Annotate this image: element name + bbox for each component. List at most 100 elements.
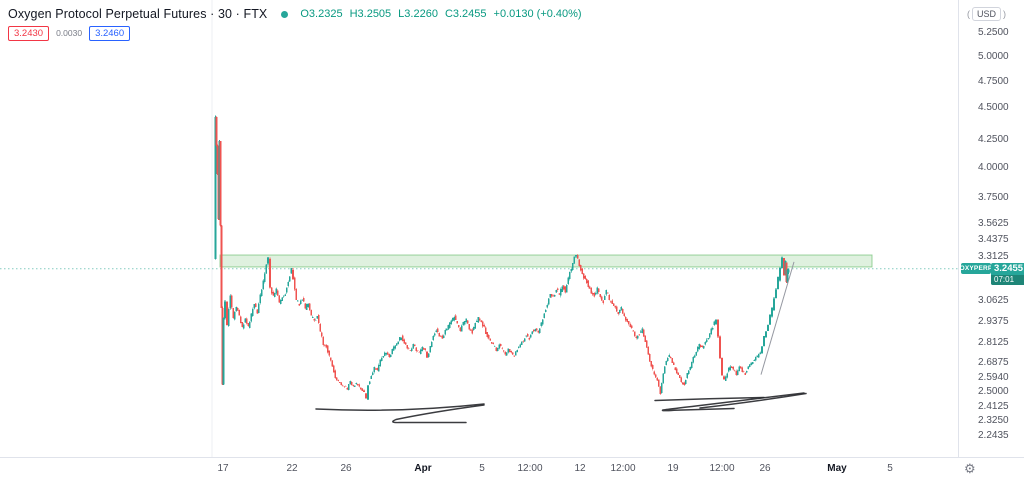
candle-body	[469, 329, 472, 331]
candle-body	[505, 352, 508, 356]
candle-body	[605, 289, 608, 295]
candle-body	[717, 319, 719, 337]
symbol-title[interactable]: Oxygen Protocol Perpetual Futures · 30 ·…	[8, 7, 268, 21]
candle-body	[567, 277, 570, 284]
chart-canvas[interactable]	[0, 0, 958, 457]
candle-body	[621, 308, 624, 314]
candle-body	[302, 297, 305, 302]
candle-body	[253, 303, 256, 309]
candle-body	[786, 270, 789, 282]
candle-body	[550, 294, 553, 297]
candle-body	[522, 340, 525, 342]
candle-body	[259, 294, 262, 304]
candle-body	[293, 277, 296, 290]
candle-body	[422, 347, 425, 350]
candle-body	[436, 328, 439, 333]
sell-price-button[interactable]: 3.2430	[8, 25, 50, 41]
candle-body	[618, 309, 621, 314]
price-axis[interactable]: ( USD ) 5.2500 5.0000 4.7500 4.5000 4.2500 4.…	[958, 0, 1024, 457]
candle-body	[275, 288, 278, 294]
candle-body	[410, 348, 413, 352]
candle-body	[386, 352, 389, 355]
candle-body	[323, 344, 326, 346]
candle-body	[331, 360, 334, 367]
candle-body	[398, 336, 401, 341]
candle-body	[218, 141, 221, 219]
candle-body	[662, 373, 665, 384]
candle-body	[418, 351, 421, 353]
candle-body	[435, 330, 438, 332]
candle-body	[489, 338, 492, 341]
candle-body	[459, 327, 462, 332]
trend-line[interactable]	[760, 261, 795, 375]
candle-body	[276, 290, 279, 296]
candle-body	[432, 335, 435, 340]
candle-body	[444, 329, 447, 335]
candle-body	[465, 318, 468, 322]
candle-body	[660, 382, 663, 394]
candle-body	[361, 388, 364, 391]
candle-body	[478, 318, 481, 321]
price-tick-label: 3.3125	[978, 251, 1009, 262]
market-status-icon	[281, 10, 289, 18]
time-tick-label: 26	[759, 463, 771, 474]
candle-body	[678, 375, 681, 378]
ink-drawing-2[interactable]	[392, 404, 485, 424]
candlestick-series	[214, 115, 790, 401]
candle-body	[707, 338, 710, 339]
chart-plot-area[interactable]	[0, 0, 958, 457]
candle-body	[606, 292, 609, 294]
ink-drawing-5[interactable]	[699, 392, 807, 409]
candle-body	[534, 328, 537, 332]
candle-body	[409, 350, 412, 352]
candle-body	[487, 335, 490, 339]
candle-body	[573, 256, 576, 264]
candle-body	[335, 377, 338, 381]
candle-body	[281, 297, 284, 301]
candle-body	[584, 275, 587, 280]
candle-body	[284, 294, 287, 297]
candle-body	[635, 336, 638, 339]
resistance-zone-rectangle[interactable]	[219, 254, 873, 268]
ohlc-close: C3.2455	[444, 8, 487, 20]
candle-body	[597, 288, 600, 293]
time-tick-label: 12:00	[610, 463, 636, 474]
price-tick-label: 4.5000	[978, 102, 1009, 113]
candle-body	[665, 360, 668, 366]
candle-body	[609, 301, 612, 303]
candle-body	[773, 298, 775, 310]
candle-body	[547, 298, 550, 305]
candle-body	[747, 366, 750, 370]
candle-body	[629, 323, 632, 327]
time-tick-label: Apr	[414, 463, 432, 474]
candle-body	[419, 349, 422, 354]
price-tick-label: 4.7500	[978, 76, 1009, 87]
candle-body	[484, 327, 487, 335]
candle-body	[358, 384, 361, 387]
candle-body	[517, 347, 520, 348]
candle-body	[638, 334, 641, 336]
time-tick-label: 17	[217, 463, 229, 474]
chart-settings-gear-icon[interactable]: ⚙	[964, 461, 976, 476]
candle-body	[644, 335, 647, 342]
candle-body	[217, 174, 220, 219]
time-tick-label: 5	[479, 463, 485, 474]
ink-drawing-1[interactable]	[315, 403, 485, 411]
time-tick-label: 12:00	[517, 463, 543, 474]
candle-body	[239, 316, 242, 323]
currency-button[interactable]: USD	[972, 7, 1002, 21]
buy-price-button[interactable]: 3.2460	[89, 25, 131, 41]
ink-drawing-4[interactable]	[661, 392, 805, 412]
candle-body	[732, 367, 735, 370]
candle-body	[671, 358, 674, 363]
price-tick-label: 4.2500	[978, 134, 1009, 145]
candle-body	[692, 356, 695, 363]
candle-body	[552, 295, 555, 297]
candle-body	[565, 285, 568, 293]
time-tick-label: 22	[286, 463, 298, 474]
spread-value: 0.0030	[56, 28, 83, 38]
price-tag-symbol: OXYPERP	[959, 263, 993, 275]
ohlc-values: O3.2325 H3.2505 L3.2260 C3.2455 +0.0130 …	[300, 8, 588, 20]
time-axis[interactable]: ⚙ 17 22 26 Apr 5 12:00 12 12:00 19 12:00 26 May 5	[0, 457, 1024, 481]
ink-drawing-3[interactable]	[654, 396, 765, 402]
